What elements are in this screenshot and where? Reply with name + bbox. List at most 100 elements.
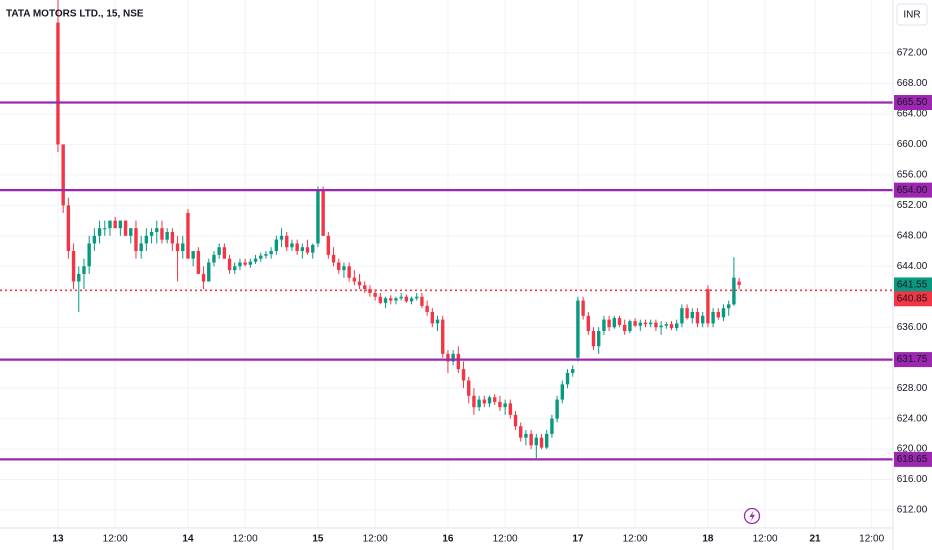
- candle-body: [321, 190, 325, 236]
- candle-body: [165, 232, 169, 240]
- y-tick-label: 664.00: [897, 109, 928, 120]
- candle-body: [108, 220, 112, 229]
- candle-body: [279, 235, 284, 240]
- y-tick-label: 648.00: [897, 230, 928, 241]
- candle-body: [92, 235, 97, 244]
- candle-body: [451, 353, 455, 362]
- y-tick-label: 612.00: [897, 505, 928, 516]
- candle-body: [545, 433, 549, 448]
- price-line-label: 640.85: [897, 293, 928, 304]
- currency-label[interactable]: INR: [903, 10, 920, 21]
- candle-body: [248, 261, 253, 265]
- candle-body: [654, 322, 658, 328]
- candle-body: [409, 298, 414, 302]
- candle-body: [628, 321, 632, 332]
- candle-body: [576, 300, 580, 358]
- candle-body: [680, 308, 684, 324]
- candle-body: [238, 262, 242, 267]
- candle-body: [597, 331, 601, 347]
- candle-body: [565, 372, 570, 385]
- candle-body: [295, 243, 299, 252]
- candle-body: [513, 414, 518, 427]
- candle-body: [285, 235, 289, 248]
- candle-body: [602, 319, 606, 332]
- y-tick-label: 620.00: [897, 444, 928, 455]
- level-label-box: [894, 95, 932, 111]
- x-tick-label: 12:00: [363, 534, 388, 545]
- candle-body: [519, 426, 523, 438]
- level-label: 665.50: [897, 97, 928, 108]
- candle-body: [508, 403, 513, 415]
- candle-body: [274, 239, 279, 252]
- candle-body: [612, 318, 617, 328]
- candle-body: [305, 247, 310, 253]
- candle-body: [394, 298, 398, 301]
- candle-body: [311, 244, 315, 253]
- candle-body: [726, 304, 731, 309]
- candle-body: [701, 315, 705, 324]
- candle-body: [732, 277, 736, 305]
- lightning-icon[interactable]: [743, 507, 761, 525]
- level-label: 618.65: [897, 454, 928, 465]
- candle-body: [300, 247, 305, 252]
- candle-body: [389, 298, 393, 301]
- candle-body: [399, 296, 403, 299]
- x-tick-label: 13: [52, 534, 64, 545]
- candle-body: [212, 254, 216, 263]
- x-tick-label: 12:00: [753, 534, 778, 545]
- candle-body: [259, 255, 263, 259]
- candle-body: [716, 311, 720, 318]
- candle-body: [264, 254, 268, 256]
- candle-body: [170, 232, 175, 244]
- candle-body: [175, 243, 180, 252]
- candle-body: [467, 380, 471, 396]
- candle-body: [56, 22, 60, 145]
- candle-body: [586, 315, 591, 332]
- level-label-box: [894, 352, 932, 368]
- candle-body: [149, 232, 154, 236]
- candle-body: [181, 243, 185, 252]
- x-tick-label: 12:00: [859, 534, 884, 545]
- candle-body: [227, 258, 232, 271]
- candle-body: [456, 353, 461, 370]
- candle-body: [695, 311, 700, 324]
- x-tick-label: 12:00: [103, 534, 128, 545]
- candle-body: [134, 228, 138, 252]
- candle-body: [139, 243, 143, 252]
- y-tick-label: 668.00: [897, 78, 928, 89]
- candle-body: [643, 322, 648, 325]
- candle-body: [160, 228, 164, 240]
- candle-body: [342, 266, 346, 271]
- level-label-box: [894, 451, 932, 467]
- candle-body: [435, 319, 440, 324]
- candle-body: [347, 266, 351, 278]
- candle-body: [498, 401, 502, 408]
- candle-body: [581, 300, 585, 316]
- candle-body: [357, 281, 362, 286]
- candle-body: [706, 289, 710, 324]
- candle-body: [420, 296, 424, 306]
- candle-body: [383, 298, 388, 303]
- x-tick-label: 17: [572, 534, 584, 545]
- candle-body: [290, 243, 294, 248]
- candle-body: [316, 190, 320, 244]
- candle-body: [368, 289, 372, 293]
- y-tick-label: 660.00: [897, 139, 928, 150]
- candle-body: [243, 262, 247, 265]
- candle-body: [61, 144, 65, 206]
- candle-body: [207, 262, 211, 282]
- candle-body: [461, 369, 466, 381]
- candle-body: [378, 296, 383, 303]
- candle-body: [326, 235, 331, 255]
- candle-body: [633, 321, 637, 326]
- candle-body: [155, 228, 159, 233]
- candle-body: [659, 325, 663, 328]
- candle-body: [477, 399, 481, 408]
- candle-body: [144, 235, 149, 244]
- currency-button[interactable]: [896, 3, 928, 26]
- x-tick-label: 16: [442, 534, 454, 545]
- level-label-box: [894, 182, 932, 198]
- plot-area: [0, 0, 893, 461]
